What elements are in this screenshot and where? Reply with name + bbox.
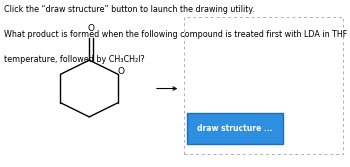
FancyBboxPatch shape bbox=[187, 114, 283, 144]
Text: What product is formed when the following compound is treated first with LDA in : What product is formed when the followin… bbox=[4, 30, 350, 39]
Text: O: O bbox=[117, 67, 124, 76]
Text: temperature, followed by CH₃CH₂I?: temperature, followed by CH₃CH₂I? bbox=[4, 55, 144, 64]
Text: draw structure ...: draw structure ... bbox=[197, 124, 273, 133]
FancyBboxPatch shape bbox=[184, 17, 343, 154]
Text: Click the “draw structure” button to launch the drawing utility.: Click the “draw structure” button to lau… bbox=[4, 5, 254, 14]
Text: O: O bbox=[88, 24, 94, 33]
